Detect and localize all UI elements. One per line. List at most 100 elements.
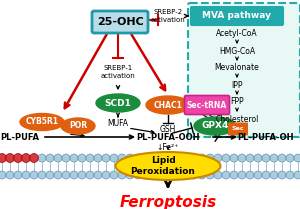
Text: ↓Fe²⁺: ↓Fe²⁺ <box>157 144 179 153</box>
Text: POR: POR <box>69 121 87 130</box>
Circle shape <box>134 154 142 162</box>
Circle shape <box>102 171 110 179</box>
FancyBboxPatch shape <box>92 11 148 33</box>
Circle shape <box>29 153 38 163</box>
FancyBboxPatch shape <box>188 3 300 137</box>
Circle shape <box>70 171 78 179</box>
Text: CHAC1: CHAC1 <box>154 101 182 110</box>
Ellipse shape <box>194 117 236 135</box>
Circle shape <box>158 154 166 162</box>
Circle shape <box>14 171 22 179</box>
Circle shape <box>0 171 6 179</box>
Circle shape <box>14 153 22 163</box>
FancyBboxPatch shape <box>184 96 230 115</box>
Circle shape <box>118 154 126 162</box>
Circle shape <box>22 153 31 163</box>
Ellipse shape <box>116 152 220 180</box>
Circle shape <box>54 154 62 162</box>
Circle shape <box>46 171 54 179</box>
Text: SCD1: SCD1 <box>105 98 131 107</box>
Circle shape <box>62 171 70 179</box>
Circle shape <box>30 154 38 162</box>
Circle shape <box>110 171 118 179</box>
Circle shape <box>118 171 126 179</box>
Circle shape <box>62 154 70 162</box>
Text: PL-PUFA-OH: PL-PUFA-OH <box>237 133 293 141</box>
Circle shape <box>278 171 286 179</box>
Circle shape <box>126 154 134 162</box>
Ellipse shape <box>146 96 190 114</box>
Circle shape <box>222 171 230 179</box>
Circle shape <box>182 171 190 179</box>
Circle shape <box>190 154 198 162</box>
Circle shape <box>126 171 134 179</box>
Circle shape <box>270 154 278 162</box>
Circle shape <box>70 154 78 162</box>
Circle shape <box>166 154 174 162</box>
Text: MUFA: MUFA <box>107 120 128 129</box>
Circle shape <box>206 154 214 162</box>
Circle shape <box>46 154 54 162</box>
Circle shape <box>0 153 7 163</box>
Text: PL-PUFA: PL-PUFA <box>1 133 40 141</box>
Text: CYB5R1: CYB5R1 <box>26 117 58 126</box>
Circle shape <box>86 154 94 162</box>
Circle shape <box>110 154 118 162</box>
Circle shape <box>78 171 86 179</box>
Circle shape <box>158 171 166 179</box>
Text: Ferroptosis: Ferroptosis <box>119 195 217 209</box>
Circle shape <box>222 154 230 162</box>
Text: SREBP-2
activation: SREBP-2 activation <box>151 9 185 23</box>
Circle shape <box>286 171 294 179</box>
Circle shape <box>286 154 294 162</box>
Circle shape <box>22 154 30 162</box>
Circle shape <box>6 154 14 162</box>
Circle shape <box>30 171 38 179</box>
Ellipse shape <box>61 118 95 134</box>
Circle shape <box>270 171 278 179</box>
Circle shape <box>230 171 238 179</box>
Text: Sec: Sec <box>232 126 244 131</box>
Circle shape <box>5 153 14 163</box>
Circle shape <box>190 171 198 179</box>
Ellipse shape <box>20 113 64 130</box>
Circle shape <box>294 154 300 162</box>
Circle shape <box>142 154 150 162</box>
Text: Acetyl-CoA: Acetyl-CoA <box>216 29 258 38</box>
Circle shape <box>150 171 158 179</box>
Circle shape <box>142 171 150 179</box>
Text: GSH: GSH <box>160 125 176 135</box>
Circle shape <box>0 154 6 162</box>
Circle shape <box>238 171 246 179</box>
Circle shape <box>206 171 214 179</box>
Circle shape <box>198 154 206 162</box>
Circle shape <box>102 154 110 162</box>
Circle shape <box>254 171 262 179</box>
Text: Mevalonate: Mevalonate <box>214 64 260 73</box>
Circle shape <box>214 154 222 162</box>
Circle shape <box>134 171 142 179</box>
Circle shape <box>278 154 286 162</box>
Circle shape <box>166 171 174 179</box>
Text: SREBP-1
activation: SREBP-1 activation <box>100 65 135 79</box>
Ellipse shape <box>96 94 140 112</box>
Circle shape <box>38 154 46 162</box>
Circle shape <box>246 154 254 162</box>
Text: MVA pathway: MVA pathway <box>202 11 272 20</box>
Circle shape <box>54 171 62 179</box>
Circle shape <box>150 154 158 162</box>
Circle shape <box>22 171 30 179</box>
Circle shape <box>86 171 94 179</box>
Circle shape <box>254 154 262 162</box>
Text: 25-OHC: 25-OHC <box>97 17 143 27</box>
Circle shape <box>246 171 254 179</box>
Text: GPX4: GPX4 <box>201 121 229 130</box>
FancyBboxPatch shape <box>228 122 248 135</box>
Circle shape <box>262 171 270 179</box>
Circle shape <box>174 154 182 162</box>
Text: IPP: IPP <box>231 80 243 89</box>
Circle shape <box>182 154 190 162</box>
Text: PL-PUFA-OOH: PL-PUFA-OOH <box>136 133 200 141</box>
Text: Lipid
Peroxidation: Lipid Peroxidation <box>130 156 195 176</box>
Circle shape <box>14 154 22 162</box>
